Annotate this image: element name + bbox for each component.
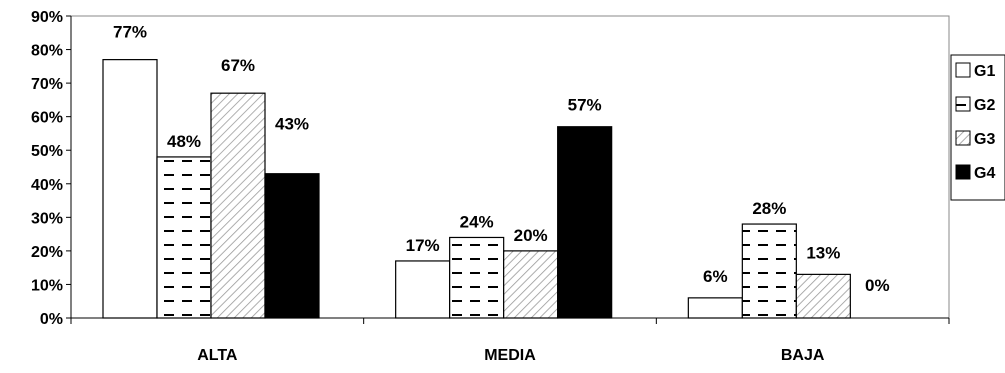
data-label-g1: 6% bbox=[703, 267, 728, 286]
y-tick-label: 80% bbox=[31, 43, 63, 60]
data-label-g3: 13% bbox=[806, 243, 840, 262]
y-tick-label: 0% bbox=[40, 311, 63, 328]
category-label: ALTA bbox=[197, 347, 238, 364]
legend-swatch-g4 bbox=[955, 164, 971, 180]
legend-swatch-g2 bbox=[955, 96, 971, 112]
y-tick-label: 90% bbox=[31, 9, 63, 26]
y-tick-label: 40% bbox=[31, 177, 63, 194]
legend-label-g2: G2 bbox=[974, 97, 995, 114]
value-labels-group: 77% 48% 67% 43% 17% 24% 20% 57% 6% 28% 13% 0% bbox=[113, 23, 890, 296]
bars-group bbox=[102, 59, 851, 319]
legend: G1 G2 G3 G4 bbox=[950, 54, 1005, 201]
bar-g2 bbox=[741, 223, 797, 319]
y-tick-label: 30% bbox=[31, 210, 63, 227]
y-tick-label: 20% bbox=[31, 244, 63, 261]
data-label-g3: 20% bbox=[514, 226, 548, 245]
y-axis: 0% 10% 20% 30% 40% 50% 60% 70% 80% 90% bbox=[31, 9, 72, 328]
data-label-g2: 24% bbox=[460, 212, 494, 231]
x-axis: ALTA MEDIA BAJA bbox=[70, 317, 950, 364]
y-tick-label: 60% bbox=[31, 110, 63, 127]
data-label-g1: 17% bbox=[406, 236, 440, 255]
data-label-g4: 43% bbox=[275, 115, 309, 134]
data-label-g3: 67% bbox=[221, 56, 255, 75]
bar-g4 bbox=[557, 126, 613, 319]
y-tick-label: 10% bbox=[31, 277, 63, 294]
bar-g1 bbox=[687, 297, 743, 319]
data-label-g2: 48% bbox=[167, 132, 201, 151]
category-label: BAJA bbox=[781, 347, 825, 364]
bar-g3 bbox=[795, 273, 851, 319]
legend-label-g1: G1 bbox=[974, 63, 995, 80]
y-tick-label: 50% bbox=[31, 143, 63, 160]
y-tick-label: 70% bbox=[31, 76, 63, 93]
category-label: MEDIA bbox=[484, 347, 536, 364]
bar-g1 bbox=[102, 59, 158, 319]
legend-label-g4: G4 bbox=[974, 165, 995, 182]
data-label-g4: 57% bbox=[568, 96, 602, 115]
bar-g4 bbox=[264, 173, 320, 319]
bar-g3 bbox=[503, 250, 559, 319]
legend-swatch-g3 bbox=[955, 130, 971, 146]
bar-g3 bbox=[210, 92, 266, 319]
data-label-g2: 28% bbox=[752, 199, 786, 218]
data-label-g1: 77% bbox=[113, 23, 147, 42]
bar-g2 bbox=[156, 156, 212, 319]
bar-g1 bbox=[395, 260, 451, 319]
bar-g2 bbox=[449, 236, 505, 319]
legend-swatch-g1 bbox=[955, 62, 971, 78]
data-label-g4: 0% bbox=[865, 276, 890, 295]
legend-label-g3: G3 bbox=[974, 131, 995, 148]
